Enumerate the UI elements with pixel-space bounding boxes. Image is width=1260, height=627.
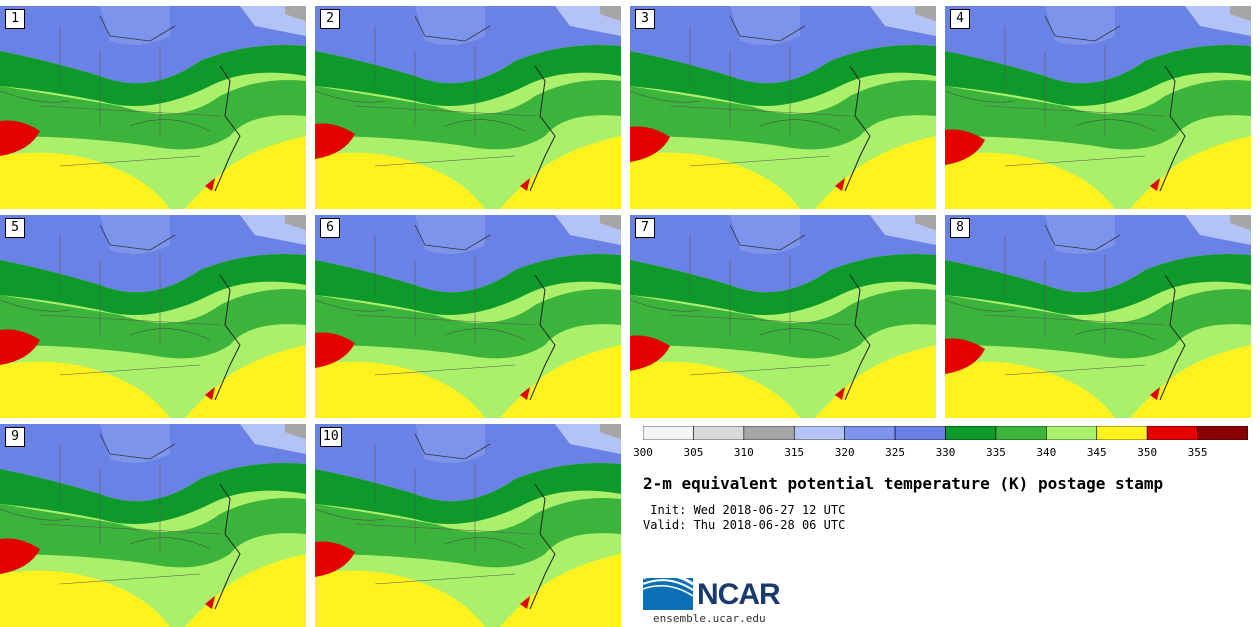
member-number: 4: [950, 9, 970, 29]
member-panel-2: 2: [315, 6, 621, 209]
member-number: 6: [320, 218, 340, 238]
map-8: [945, 215, 1251, 418]
map-2: [315, 6, 621, 209]
colorbar-tick-label: 305: [683, 446, 704, 459]
colorbar-bin: [1146, 426, 1198, 440]
member-panel-6: 6: [315, 215, 621, 418]
member-panel-10: 10: [315, 424, 621, 627]
init-time: Init: Wed 2018-06-27 12 UTC: [643, 503, 846, 517]
colorbar-bin: [995, 426, 1047, 440]
member-number: 8: [950, 218, 970, 238]
member-panel-4: 4: [945, 6, 1251, 209]
map-6: [315, 215, 621, 418]
member-number: 7: [635, 218, 655, 238]
member-panel-5: 5: [0, 215, 306, 418]
colorbar-bin: [894, 426, 946, 440]
colorbar-tick-label: 335: [985, 446, 1006, 459]
colorbar-tick-label: 325: [885, 446, 906, 459]
colorbar-tick-label: 320: [834, 446, 855, 459]
colorbar-bin: [1197, 426, 1248, 440]
ncar-logo-text: NCAR: [697, 578, 781, 611]
colorbar-bin: [793, 426, 845, 440]
map-10: [315, 424, 621, 627]
member-panel-1: 1: [0, 6, 306, 209]
map-9: [0, 424, 306, 627]
colorbar: [643, 426, 1248, 440]
member-panel-8: 8: [945, 215, 1251, 418]
colorbar-bin: [693, 426, 745, 440]
member-number: 3: [635, 9, 655, 29]
member-panel-7: 7: [630, 215, 936, 418]
member-panel-9: 9: [0, 424, 306, 627]
member-number: 10: [320, 427, 342, 447]
colorbar-tick-label: 330: [935, 446, 956, 459]
map-1: [0, 6, 306, 209]
member-number: 5: [5, 218, 25, 238]
colorbar-bin: [1096, 426, 1148, 440]
colorbar-tick-label: 345: [1086, 446, 1107, 459]
map-3: [630, 6, 936, 209]
colorbar-tick-label: 350: [1137, 446, 1158, 459]
member-panel-3: 3: [630, 6, 936, 209]
website-url: ensemble.ucar.edu: [653, 612, 766, 625]
valid-time: Valid: Thu 2018-06-28 06 UTC: [643, 518, 846, 532]
colorbar-bin: [945, 426, 997, 440]
colorbar-tick-label: 315: [784, 446, 805, 459]
colorbar-tick-label: 300: [633, 446, 653, 459]
colorbar-tick-label: 310: [733, 446, 754, 459]
member-number: 1: [5, 9, 25, 29]
colorbar-bin: [743, 426, 795, 440]
map-5: [0, 215, 306, 418]
colorbar-bin: [1046, 426, 1098, 440]
figure-title: 2-m equivalent potential temperature (K)…: [643, 474, 1164, 493]
colorbar-bin: [844, 426, 896, 440]
map-7: [630, 215, 936, 418]
colorbar-bin: [643, 426, 694, 440]
colorbar-tick-label: 340: [1036, 446, 1057, 459]
colorbar-tick-label: 355: [1187, 446, 1208, 459]
map-4: [945, 6, 1251, 209]
member-number: 2: [320, 9, 340, 29]
member-number: 9: [5, 427, 25, 447]
ncar-logo-icon: [643, 572, 694, 610]
